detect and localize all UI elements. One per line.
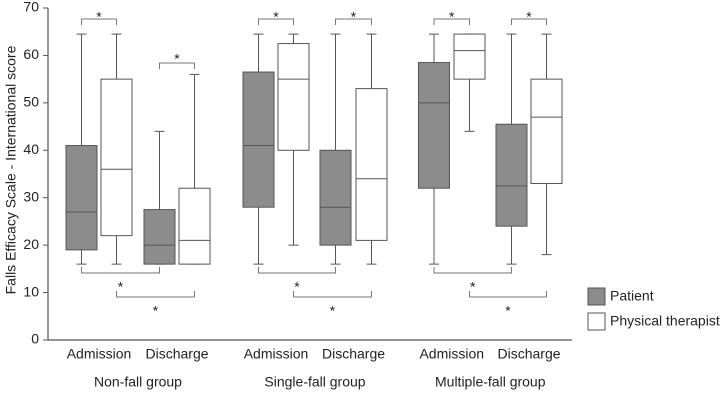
y-tick-label: 20 <box>23 236 39 252</box>
y-tick-label: 40 <box>23 141 39 157</box>
legend-label: Physical therapist <box>610 313 720 329</box>
box <box>242 71 275 208</box>
significance-star: * <box>330 303 336 319</box>
significance-bracket <box>159 62 195 69</box>
y-tick-label: 10 <box>23 283 39 299</box>
y-tick-label: 60 <box>23 46 39 62</box>
y-tick-label: 0 <box>31 331 39 347</box>
significance-star: * <box>470 279 476 295</box>
significance-star: * <box>294 279 300 295</box>
significance-star: * <box>273 9 279 25</box>
box <box>418 62 450 189</box>
x-tick-label: Admission <box>67 346 132 362</box>
significance-star: * <box>526 9 532 25</box>
legend-label: Patient <box>610 288 654 304</box>
x-tick-label: Discharge <box>497 346 560 362</box>
significance-bracket <box>258 267 336 274</box>
box <box>143 209 176 265</box>
significance-bracket <box>293 291 372 298</box>
x-tick-label: Discharge <box>322 346 385 362</box>
group-label: Multiple-fall group <box>435 374 546 390</box>
box <box>178 187 211 265</box>
significance-bracket <box>258 18 294 25</box>
x-tick-label: Admission <box>419 346 484 362</box>
group-label: Non-fall group <box>94 374 182 390</box>
significance-star: * <box>118 279 124 295</box>
significance-star: * <box>96 9 102 25</box>
significance-star: * <box>351 9 357 25</box>
significance-bracket <box>433 18 470 25</box>
significance-bracket <box>433 267 512 274</box>
y-tick-label: 30 <box>23 188 39 204</box>
significance-bracket <box>469 291 547 298</box>
significance-star: * <box>449 9 455 25</box>
legend-swatch <box>587 287 606 306</box>
significance-star: * <box>153 303 159 319</box>
box <box>100 78 133 237</box>
x-tick-label: Admission <box>244 346 309 362</box>
box <box>495 123 528 227</box>
significance-star: * <box>505 303 511 319</box>
box <box>453 33 486 80</box>
significance-star: * <box>174 51 180 67</box>
box <box>319 149 352 246</box>
x-tick-label: Discharge <box>145 346 208 362</box>
box <box>355 88 388 241</box>
y-tick-label: 70 <box>23 0 39 15</box>
group-label: Single-fall group <box>264 374 365 390</box>
y-axis-label: Falls Efficacy Scale - International sco… <box>3 45 19 294</box>
box <box>65 145 98 251</box>
box <box>530 78 563 184</box>
legend-swatch <box>587 312 606 331</box>
significance-bracket <box>81 267 160 274</box>
y-tick-label: 50 <box>23 94 39 110</box>
significance-bracket <box>81 18 117 25</box>
significance-bracket <box>335 18 372 25</box>
box <box>277 43 310 151</box>
significance-bracket <box>511 18 547 25</box>
significance-bracket <box>116 291 195 298</box>
